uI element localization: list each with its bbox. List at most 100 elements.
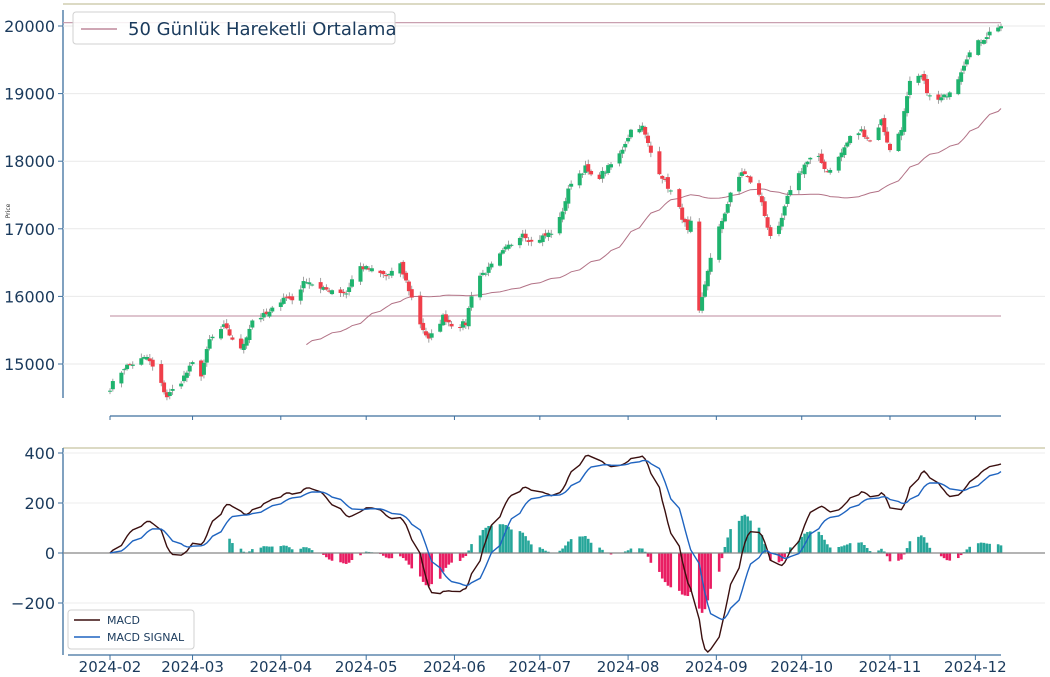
candle-up <box>902 111 907 132</box>
candle-down <box>589 170 594 175</box>
histogram-bar-positive <box>999 545 1003 553</box>
candle-down <box>404 272 409 281</box>
candle-up <box>119 372 124 384</box>
candle-up <box>816 155 821 157</box>
histogram-bar-negative <box>680 553 684 595</box>
candle-up <box>702 284 707 297</box>
candle-down <box>868 140 873 142</box>
histogram-bar-positive <box>760 535 764 553</box>
histogram-bar-negative <box>325 553 328 558</box>
histogram-bar-positive <box>279 546 283 553</box>
histogram-bar-positive <box>478 535 482 553</box>
histogram-bar-positive <box>882 551 886 553</box>
candle-down <box>284 296 289 298</box>
histogram-bar-negative <box>327 553 331 560</box>
candle-up <box>905 96 910 114</box>
candle-down <box>663 178 668 180</box>
histogram-bar-negative <box>697 553 701 609</box>
histogram-bar-positive <box>547 551 550 553</box>
candle-up <box>204 349 209 363</box>
histogram-bar-negative <box>450 553 453 563</box>
histogram-bar-negative <box>447 553 451 565</box>
candle-up <box>182 375 187 382</box>
candle-up <box>358 266 363 282</box>
candle-up <box>130 364 135 366</box>
candle-down <box>230 337 235 340</box>
candle-up <box>560 211 565 220</box>
candle-up <box>976 40 981 55</box>
candle-up <box>776 225 781 234</box>
candle-down <box>742 171 747 174</box>
histogram-bar-positive <box>581 536 584 553</box>
candle-down <box>543 233 548 236</box>
candle-up <box>839 152 844 158</box>
candle-up <box>577 173 582 186</box>
macd-histogram <box>228 514 1003 613</box>
histogram-bar-negative <box>885 553 889 557</box>
histogram-bar-positive <box>905 548 909 553</box>
candle-up <box>344 293 349 295</box>
histogram-bar-positive <box>521 532 525 553</box>
candle-up <box>506 244 511 249</box>
histogram-bar-positive <box>857 542 860 553</box>
histogram-bar-positive <box>242 551 246 553</box>
candle-up <box>187 365 192 372</box>
candle-up <box>190 362 195 365</box>
histogram-bar-positive <box>467 550 470 553</box>
candle-down <box>127 364 132 366</box>
histogram-bar-positive <box>808 531 812 553</box>
macd-x-tick-label: 2024-09 <box>685 658 748 676</box>
histogram-bar-negative <box>942 553 946 559</box>
histogram-bar-negative <box>897 553 900 561</box>
histogram-bar-positive <box>863 544 866 553</box>
macd-x-tick-label: 2024-06 <box>423 658 486 676</box>
histogram-bar-positive <box>922 537 926 553</box>
macd-y-tick-label: 0 <box>45 544 55 563</box>
candle-up <box>278 302 283 307</box>
histogram-bar-negative <box>441 553 445 572</box>
candle-down <box>327 290 332 292</box>
candle-up <box>620 149 625 154</box>
candle-down <box>643 126 648 135</box>
histogram-bar-positive <box>262 546 266 553</box>
candle-up <box>961 65 966 71</box>
histogram-bar-positive <box>288 547 291 553</box>
histogram-bar-positive <box>928 547 932 553</box>
candle-up <box>125 364 130 370</box>
histogram-bar-negative <box>347 553 351 563</box>
candle-up <box>483 273 488 275</box>
candle-up <box>398 263 403 274</box>
candle-down <box>238 338 243 349</box>
candle-up <box>859 129 864 132</box>
candle-up <box>110 381 115 390</box>
candle-up <box>628 129 633 138</box>
histogram-bar-positive <box>310 550 314 553</box>
histogram-bar-positive <box>880 548 883 553</box>
candle-up <box>722 213 727 222</box>
candle-down <box>677 189 682 207</box>
candle-down <box>361 266 366 270</box>
candle-down <box>458 327 463 329</box>
candle-down <box>378 270 383 274</box>
candle-up <box>848 135 853 144</box>
histogram-bar-positive <box>470 544 473 553</box>
candle-up <box>509 244 514 246</box>
histogram-bar-positive <box>626 550 630 553</box>
candle-up <box>984 37 989 40</box>
histogram-bar-negative <box>769 553 772 561</box>
candle-down <box>683 219 688 223</box>
histogram-bar-positive <box>228 538 231 553</box>
histogram-bar-negative <box>663 553 667 583</box>
candle-down <box>597 174 602 179</box>
candle-down <box>819 153 824 163</box>
histogram-bar-negative <box>678 553 681 591</box>
candle-down <box>426 333 431 339</box>
candle-up <box>108 390 112 392</box>
candle-up <box>221 324 226 327</box>
histogram-bar-positive <box>729 529 732 553</box>
histogram-bar-negative <box>359 553 362 556</box>
candle-down <box>341 291 346 294</box>
candle-down <box>657 151 662 175</box>
candle-up <box>942 94 947 98</box>
